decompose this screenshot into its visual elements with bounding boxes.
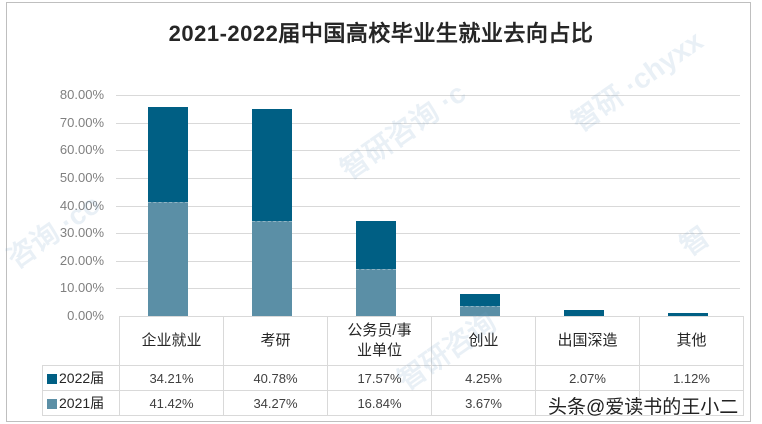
table-cell: 34.21% xyxy=(119,365,224,391)
table-cell: 1.12% xyxy=(639,365,744,391)
gridline xyxy=(116,122,740,124)
category-chuangye: 创业 xyxy=(431,316,536,366)
legend-2022: 2022届 xyxy=(42,365,120,391)
bar-2022 xyxy=(668,312,708,316)
bar-2022 xyxy=(564,310,604,316)
table-cell: 2.07% xyxy=(535,365,640,391)
y-tick-label: 50.00% xyxy=(59,169,104,185)
gridline xyxy=(116,260,740,262)
table-cell: 34.27% xyxy=(223,390,328,416)
overlay-credit-text: 头条@爱读书的王小二 xyxy=(548,397,739,418)
bar-2021 xyxy=(356,269,396,316)
y-tick-label: 10.00% xyxy=(59,280,104,296)
y-tick-label: 70.00% xyxy=(59,114,104,130)
table-cell: 3.67% xyxy=(431,390,536,416)
bar-2022 xyxy=(356,220,396,270)
gridline xyxy=(116,150,740,152)
table-cell: 41.42% xyxy=(119,390,224,416)
legend-swatch-2022 xyxy=(47,374,57,385)
gridline xyxy=(116,95,740,96)
category-chuguo: 出国深造 xyxy=(535,316,640,366)
category-qita: 其他 xyxy=(639,316,744,366)
bar-2021 xyxy=(460,305,500,316)
y-tick-label: 80.00% xyxy=(59,87,104,102)
bar-2022 xyxy=(148,107,188,202)
category-kaoyan: 考研 xyxy=(223,316,328,366)
legend-2021: 2021届 xyxy=(42,390,120,416)
gridline xyxy=(116,233,740,235)
bar-2022 xyxy=(252,108,292,222)
category-gongwuyuan: 公务员/事 业单位 xyxy=(327,316,432,366)
chart-title: 2021-2022届中国高校毕业生就业去向占比 xyxy=(168,21,594,46)
bar-2021 xyxy=(148,201,188,316)
table-cell: 17.57% xyxy=(327,365,432,391)
table-row-2022: 2022届 34.21% 40.78% 17.57% 4.25% 2.07% 1… xyxy=(42,365,744,391)
bar-2021 xyxy=(252,221,292,316)
table-cell xyxy=(535,390,640,416)
category-qiye: 企业就业 xyxy=(119,316,224,366)
table-cell: 40.78% xyxy=(223,365,328,391)
y-tick-label: 60.00% xyxy=(59,142,104,158)
table-corner xyxy=(42,316,120,366)
gridline xyxy=(116,288,740,290)
y-tick-label: 30.00% xyxy=(59,225,104,241)
table-cell: 16.84% xyxy=(327,390,432,416)
bar-2022 xyxy=(460,294,500,306)
gridline xyxy=(116,177,740,179)
table-row-2021: 2021届 41.42% 34.27% 16.84% 3.67% xyxy=(42,390,744,416)
table-cell: 4.25% xyxy=(431,365,536,391)
category-header-row: 企业就业 考研 公务员/事 业单位 创业 出国深造 其他 xyxy=(42,316,744,366)
y-tick-label: 20.00% xyxy=(59,252,104,268)
table-cell xyxy=(639,390,744,416)
legend-swatch-2021 xyxy=(47,399,57,410)
gridline xyxy=(116,205,740,207)
y-tick-label: 40.00% xyxy=(59,197,104,213)
data-table: 企业就业 考研 公务员/事 业单位 创业 出国深造 其他 2022届 34.21%… xyxy=(42,316,744,416)
